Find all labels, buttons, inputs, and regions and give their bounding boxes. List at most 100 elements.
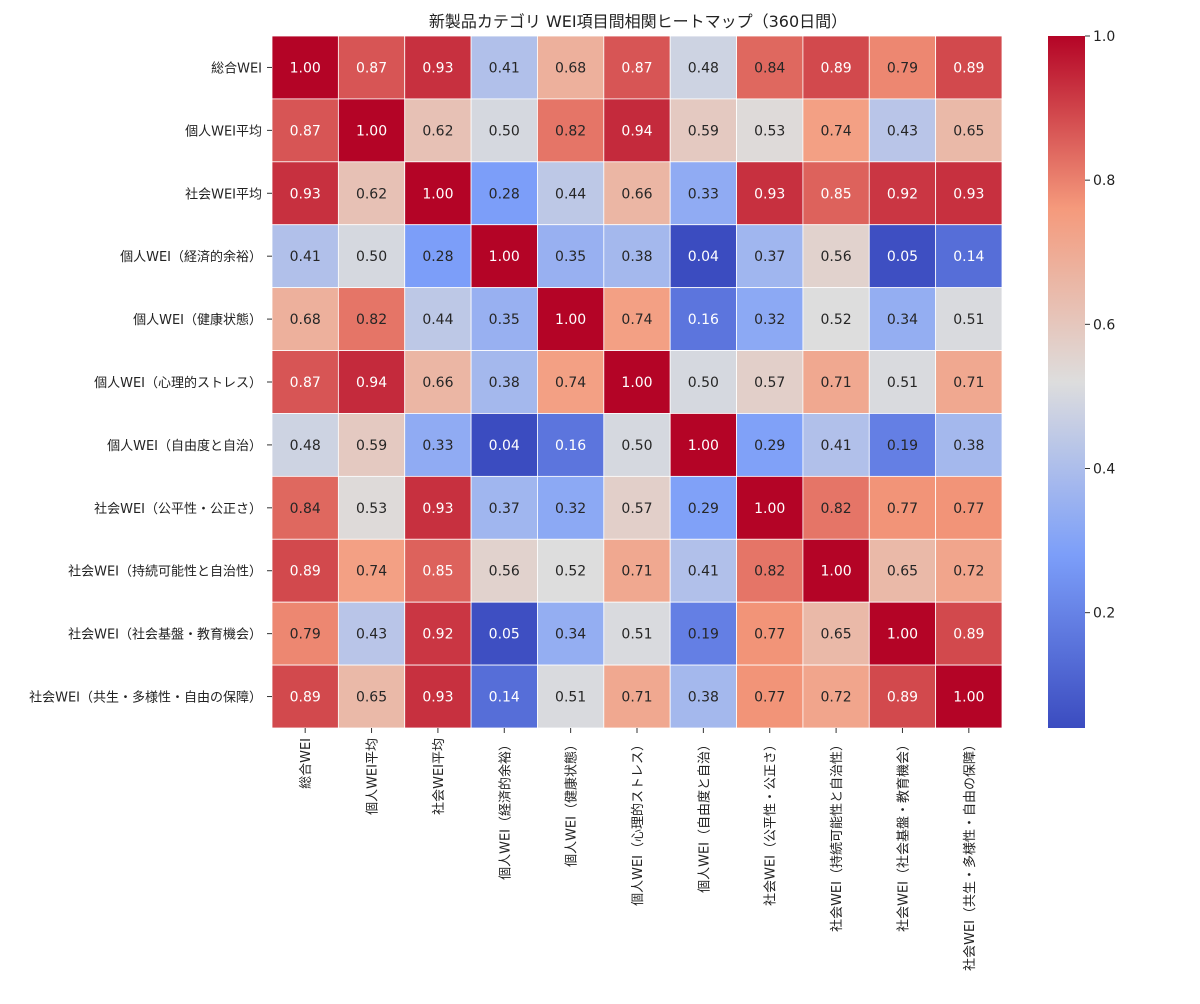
heatmap-cell	[603, 413, 671, 477]
heatmap-cell	[802, 664, 870, 729]
heatmap-cell	[868, 413, 937, 477]
y-tick-label: 社会WEI平均	[185, 186, 262, 202]
heatmap-cell	[802, 413, 870, 477]
cell-value-label: 0.62	[422, 123, 453, 139]
colorbar-tick-label: 0.4	[1093, 462, 1115, 478]
heatmap-cell	[935, 98, 1003, 163]
cell-value-label: 0.04	[489, 438, 520, 454]
cell-value-label: 0.77	[754, 627, 785, 643]
heatmap-cell	[537, 601, 605, 666]
heatmap-cell	[404, 664, 472, 729]
heatmap-cell	[537, 664, 605, 729]
cell-value-label: 0.71	[953, 375, 984, 391]
colorbar-tick-label: 0.8	[1093, 173, 1115, 189]
heatmap-cell	[736, 35, 804, 100]
heatmap-cell	[868, 538, 937, 603]
cell-value-label: 0.19	[887, 438, 918, 454]
colorbar-gradient	[1048, 36, 1085, 728]
cell-value-label: 0.93	[422, 60, 453, 76]
heatmap-cell	[935, 538, 1003, 603]
cell-value-label: 0.89	[290, 564, 321, 580]
y-tick-label: 社会WEI（持続可能性と自治性）	[68, 564, 262, 580]
heatmap-cell	[271, 413, 339, 477]
cell-value-label: 1.00	[422, 186, 453, 202]
heatmap-cell	[935, 350, 1003, 414]
heatmap-cell	[470, 224, 538, 289]
heatmap-cell	[603, 98, 671, 163]
heatmap-cell	[271, 475, 339, 540]
cell-value-label: 0.87	[290, 123, 321, 139]
cell-value-label: 0.35	[555, 249, 586, 265]
heatmap-cell	[802, 601, 870, 666]
heatmap-cell	[470, 35, 538, 100]
heatmap-cell	[470, 413, 538, 477]
cell-value-label: 0.52	[555, 564, 586, 580]
cell-value-label: 0.56	[821, 249, 852, 265]
heatmap-cell	[271, 35, 339, 100]
heatmap-cell	[935, 413, 1003, 477]
cell-value-label: 0.43	[887, 123, 918, 139]
y-tick-label: 社会WEI（共生・多様性・自由の保障）	[29, 690, 262, 706]
heatmap-cell	[404, 601, 472, 666]
heatmap-cell	[935, 475, 1003, 540]
cell-value-label: 0.66	[422, 375, 453, 391]
x-tick-label: 社会WEI（社会基盤・教育機会）	[895, 738, 911, 932]
colorbar: 0.2 0.4 0.6 0.8 1.0	[1048, 29, 1115, 728]
heatmap-cell	[404, 538, 472, 603]
cell-value-label: 0.38	[489, 375, 520, 391]
cell-value-label: 0.84	[290, 501, 321, 517]
heatmap-cell	[669, 224, 737, 289]
cell-value-label: 0.89	[953, 627, 984, 643]
heatmap-cell	[271, 287, 339, 351]
heatmap-cell	[935, 601, 1003, 666]
heatmap-cell	[603, 350, 671, 414]
cell-value-label: 0.65	[887, 564, 918, 580]
cell-value-label: 1.00	[688, 438, 719, 454]
y-tick-label: 個人WEI（健康状態）	[133, 312, 262, 328]
cell-value-label: 0.51	[621, 627, 652, 643]
cell-value-label: 0.37	[489, 501, 520, 517]
cell-value-label: 0.66	[621, 186, 652, 202]
cell-value-label: 0.84	[754, 60, 785, 76]
cell-value-label: 0.85	[422, 564, 453, 580]
heatmap-cell	[603, 538, 671, 603]
cell-value-label: 0.94	[621, 123, 652, 139]
heatmap-cell	[868, 224, 937, 289]
cell-value-label: 0.93	[422, 690, 453, 706]
chart-title: 新製品カテゴリ WEI項目間相関ヒートマップ（360日間）	[429, 12, 847, 31]
cell-value-label: 1.00	[489, 249, 520, 265]
cell-value-label: 0.44	[555, 186, 586, 202]
heatmap-cell	[802, 98, 870, 163]
heatmap-cell	[271, 350, 339, 414]
cell-value-label: 0.93	[953, 186, 984, 202]
heatmap-cell	[669, 538, 737, 603]
cell-value-label: 0.32	[555, 501, 586, 517]
heatmap-cell	[868, 664, 937, 729]
cell-value-label: 0.48	[290, 438, 321, 454]
heatmap-cell	[404, 224, 472, 289]
heatmap-cell	[868, 287, 937, 351]
heatmap-cell	[802, 538, 870, 603]
cell-value-label: 0.89	[290, 690, 321, 706]
cell-value-label: 0.93	[290, 186, 321, 202]
cell-value-label: 0.41	[821, 438, 852, 454]
heatmap-cell	[470, 538, 538, 603]
cell-value-label: 0.71	[821, 375, 852, 391]
heatmap-cell	[271, 664, 339, 729]
heatmap-cell	[736, 601, 804, 666]
cell-value-label: 0.38	[621, 249, 652, 265]
cell-value-label: 0.57	[754, 375, 785, 391]
x-tick-label: 社会WEI（公平性・公正さ）	[763, 738, 779, 906]
cell-value-label: 0.48	[688, 60, 719, 76]
heatmap-cell	[736, 664, 804, 729]
cell-value-label: 0.34	[555, 627, 586, 643]
cell-value-label: 0.82	[821, 501, 852, 517]
y-tick-label: 個人WEI平均	[185, 124, 262, 139]
x-tick-label: 社会WEI（持続可能性と自治性）	[829, 738, 845, 932]
cell-value-label: 0.68	[290, 312, 321, 328]
heatmap-cell	[935, 35, 1003, 100]
heatmap-cell	[271, 538, 339, 603]
heatmap-cell	[337, 413, 406, 477]
